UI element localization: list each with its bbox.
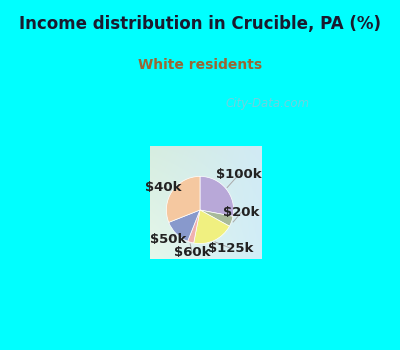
Text: $100k: $100k [216,168,262,181]
Wedge shape [188,210,200,243]
Text: $50k: $50k [150,233,187,246]
Wedge shape [200,210,233,226]
Wedge shape [200,176,234,216]
Text: $125k: $125k [208,241,253,254]
Text: $60k: $60k [174,246,210,259]
Text: White residents: White residents [138,58,262,72]
Text: City-Data.com: City-Data.com [225,97,309,110]
Text: $20k: $20k [223,206,260,219]
Text: Income distribution in Crucible, PA (%): Income distribution in Crucible, PA (%) [19,15,381,33]
Wedge shape [169,210,200,241]
Text: $40k: $40k [145,181,181,194]
Wedge shape [194,210,230,244]
Wedge shape [166,176,200,222]
